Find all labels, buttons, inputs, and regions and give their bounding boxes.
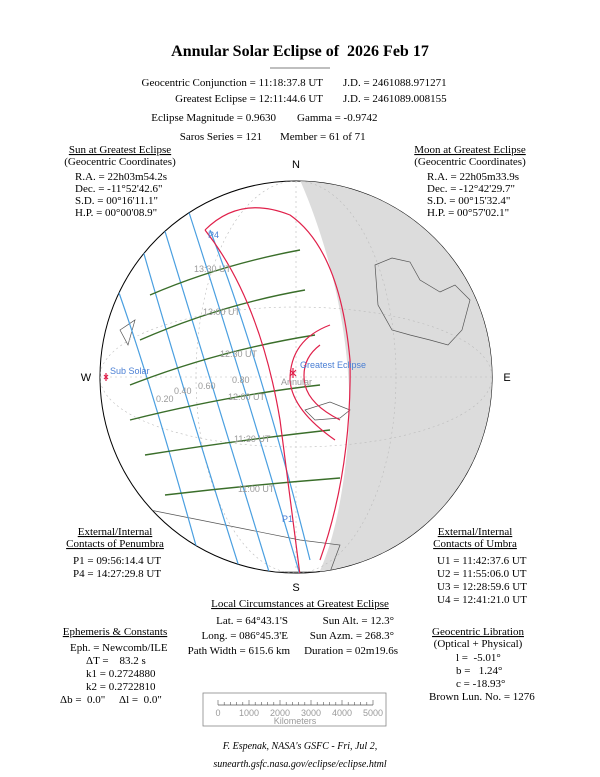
magnitude-label: 0.40 bbox=[174, 386, 192, 396]
heading: External/Internal bbox=[78, 526, 153, 538]
info: b = 1.24° bbox=[456, 665, 502, 677]
info: U1 = 11:42:37.6 UT bbox=[437, 555, 527, 567]
globe bbox=[99, 180, 493, 574]
night-side bbox=[300, 181, 492, 573]
greatest-point bbox=[289, 368, 297, 378]
info: Sun Alt. = 12.3° bbox=[323, 615, 394, 627]
info: Geocentric Conjunction = 11:18:37.8 UT bbox=[142, 77, 324, 89]
heading: Geocentric Libration bbox=[432, 626, 524, 638]
heading: (Geocentric Coordinates) bbox=[64, 156, 176, 168]
time-label: 12:00 UT bbox=[228, 392, 266, 402]
label: Greatest Eclipse bbox=[300, 360, 366, 370]
heading: Ephemeris & Constants bbox=[63, 626, 168, 638]
heading: External/Internal bbox=[438, 526, 513, 538]
magnitude-label: 0.60 bbox=[198, 381, 216, 391]
compass-n: N bbox=[292, 159, 300, 171]
info: Long. = 086°45.3'E bbox=[201, 630, 288, 642]
info: H.P. = 00°57'02.1" bbox=[427, 207, 509, 219]
heading: Sun at Greatest Eclipse bbox=[69, 144, 171, 156]
scale-ticks bbox=[217, 700, 374, 705]
heading: Moon at Greatest Eclipse bbox=[414, 144, 526, 156]
info: Dec. = -11°52'42.6" bbox=[75, 183, 163, 195]
info: S.D. = 00°16'11.1" bbox=[75, 195, 158, 207]
time-curves bbox=[129, 249, 341, 496]
info: k2 = 0.2722810 bbox=[86, 681, 156, 693]
info: Sun Azm. = 268.3° bbox=[310, 630, 394, 642]
scale-unit: Kilometers bbox=[274, 716, 317, 726]
scale-label: 4000 bbox=[332, 708, 352, 718]
info: ΔT = 83.2 s bbox=[86, 655, 146, 667]
info: Eph. = Newcomb/ILE bbox=[70, 642, 168, 654]
info: P4 = 14:27:29.8 UT bbox=[73, 568, 161, 580]
time-label: 11:00 UT bbox=[238, 484, 275, 494]
info: Lat. = 64°43.1'S bbox=[216, 615, 288, 627]
info: l = -5.01° bbox=[456, 652, 501, 664]
credit: F. Espenak, NASA's GSFC - Fri, Jul 2, bbox=[222, 741, 377, 752]
compass-w: W bbox=[81, 372, 92, 384]
info: Duration = 02m19.6s bbox=[304, 645, 398, 657]
time-label: 13:00 UT bbox=[203, 307, 241, 317]
info: P1 = 09:56:14.4 UT bbox=[73, 555, 161, 567]
info: J.D. = 2461088.971271 bbox=[343, 77, 447, 89]
sub-solar-point bbox=[103, 373, 109, 381]
info: U3 = 12:28:59.6 UT bbox=[437, 581, 527, 593]
info: Member = 61 of 71 bbox=[280, 131, 366, 143]
info: Δb = 0.0" Δl = 0.0" bbox=[60, 694, 162, 706]
info: c = -18.93° bbox=[456, 678, 505, 690]
label: P1 bbox=[282, 514, 293, 524]
label: Annular bbox=[281, 377, 312, 387]
info: Gamma = -0.9742 bbox=[297, 112, 377, 124]
info: Eclipse Magnitude = 0.9630 bbox=[151, 112, 276, 124]
info: J.D. = 2461089.008155 bbox=[343, 93, 447, 105]
compass-e: E bbox=[503, 372, 510, 384]
heading: (Geocentric Coordinates) bbox=[414, 156, 526, 168]
title: Annular Solar Eclipse of 2026 Feb 17 bbox=[171, 43, 429, 60]
info: R.A. = 22h03m54.2s bbox=[75, 171, 167, 183]
info: R.A. = 22h05m33.9s bbox=[427, 171, 519, 183]
heading: Contacts of Umbra bbox=[433, 538, 517, 550]
scale-label: 5000 bbox=[363, 708, 383, 718]
scale-label: 2000 bbox=[270, 708, 290, 718]
time-label: 12:30 UT bbox=[220, 349, 258, 359]
info: Path Width = 615.6 km bbox=[188, 645, 291, 657]
label: P4 bbox=[208, 230, 219, 240]
compass-s: S bbox=[292, 582, 299, 594]
path-limits bbox=[204, 207, 351, 573]
info: Dec. = -12°42'29.7" bbox=[427, 183, 515, 195]
time-label: 13:30 UT bbox=[194, 264, 232, 274]
heading: (Optical + Physical) bbox=[434, 638, 523, 650]
info: Brown Lun. No. = 1276 bbox=[429, 691, 535, 703]
scale-box bbox=[202, 692, 387, 727]
info: H.P. = 00°00'08.9" bbox=[75, 207, 157, 219]
info: k1 = 0.2724880 bbox=[86, 668, 156, 680]
label: Sub Solar bbox=[110, 366, 150, 376]
heading: Local Circumstances at Greatest Eclipse bbox=[211, 598, 389, 610]
magnitude-label: 0.20 bbox=[156, 394, 174, 404]
scale-label: 3000 bbox=[301, 708, 321, 718]
magnitude-curves bbox=[117, 199, 311, 573]
info: Saros Series = 121 bbox=[180, 131, 262, 143]
url: sunearth.gsfc.nasa.gov/eclipse/eclipse.h… bbox=[213, 759, 387, 770]
info: Greatest Eclipse = 12:11:44.6 UT bbox=[175, 93, 323, 105]
heading: Contacts of Penumbra bbox=[66, 538, 164, 550]
info: U2 = 11:55:06.0 UT bbox=[437, 568, 527, 580]
info: U4 = 12:41:21.0 UT bbox=[437, 594, 527, 606]
scale-label: 0 bbox=[215, 708, 220, 718]
scale-label: 1000 bbox=[239, 708, 259, 718]
info: S.D. = 00°15'32.4" bbox=[427, 195, 510, 207]
magnitude-label: 0.80 bbox=[232, 375, 250, 385]
scale-bar: 0 1000 2000 3000 4000 5000 Kilometers bbox=[202, 692, 387, 727]
time-label: 11:30 UT bbox=[234, 434, 271, 444]
